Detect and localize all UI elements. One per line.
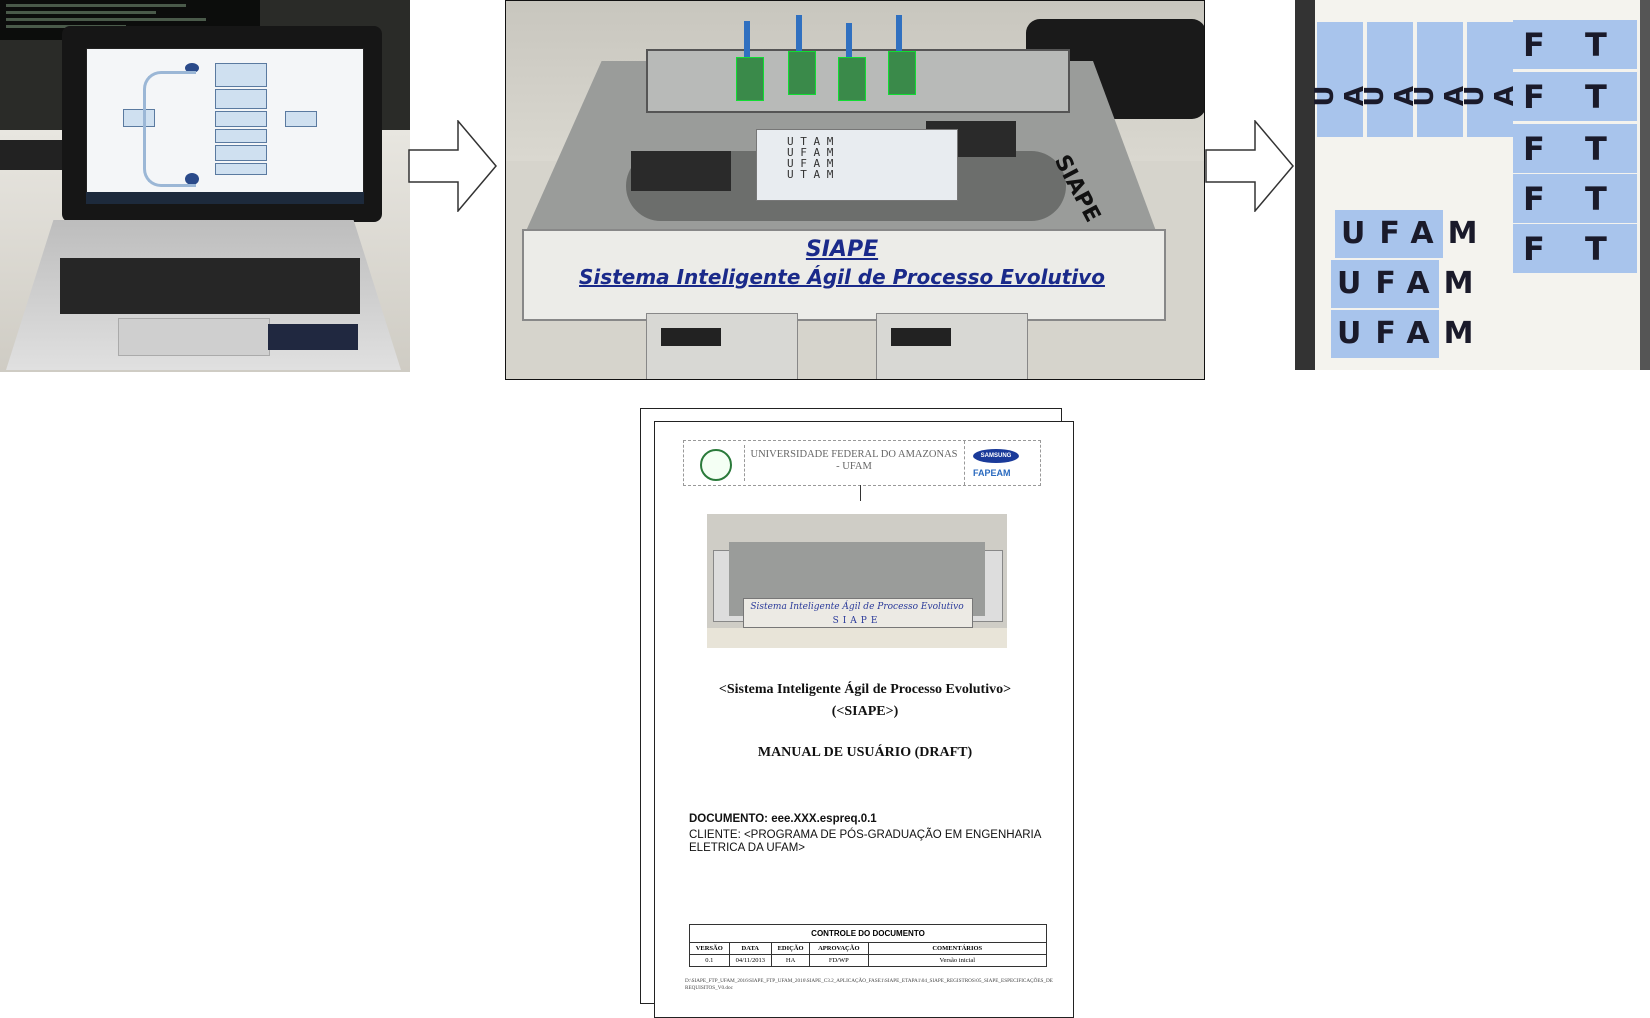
control-cell: HA	[771, 954, 811, 967]
control-cell: 04/11/2013	[728, 954, 773, 967]
photo-caption-2: SIAPE	[832, 616, 882, 626]
document-header: UNIVERSIDADE FEDERAL DO AMAZONAS - UFAM …	[683, 440, 1041, 486]
tile-text: T	[1585, 130, 1607, 168]
ufam-tile: UFAM	[1331, 310, 1473, 358]
sensor-box	[631, 151, 731, 191]
sticker	[268, 324, 358, 350]
ufam-seal-icon	[700, 449, 732, 481]
document-title: <Sistema Inteligente Ágil de Processo Ev…	[718, 682, 1012, 697]
ua-tile: U A	[1360, 22, 1420, 137]
touchpad	[118, 318, 270, 356]
document-client-line2: ELETRICA DA UFAM>	[689, 842, 805, 854]
front-plate	[522, 229, 1166, 321]
tray-row: U F A M	[787, 157, 834, 170]
document-subtitle: (<SIAPE>)	[831, 704, 899, 719]
pneumatic-valve	[788, 51, 816, 95]
tile-text: F	[1523, 180, 1545, 218]
tile-text: T	[1585, 230, 1607, 268]
tile-text: U A	[1460, 85, 1520, 107]
document-file-path: D:\SIAPE_FTP_UFAM_2016\SIAPE_FTP_UFAM_20…	[685, 978, 1053, 991]
tile-text: T	[1585, 26, 1607, 64]
tile-text: F	[1523, 26, 1545, 64]
arrow-right-icon	[408, 120, 497, 212]
tile-text: F	[1523, 130, 1545, 168]
tile-text: T	[1585, 180, 1607, 218]
pneumatic-valve	[736, 57, 764, 101]
laptop-screen	[86, 48, 364, 204]
siape-machine-photo: U T A M U F A M U F A M U T A M SIAPE SI…	[505, 0, 1205, 380]
control-header: COMENTÁRIOS	[867, 942, 1047, 955]
tile-text: F	[1523, 230, 1545, 268]
university-abbrev: - UFAM	[836, 461, 872, 472]
tile-text: T	[1585, 78, 1607, 116]
document-front-page: UNIVERSIDADE FEDERAL DO AMAZONAS - UFAM …	[654, 421, 1074, 1018]
samsung-logo: SAMSUNG	[973, 449, 1019, 463]
tray-row: U T A M	[787, 135, 834, 148]
document-id: DOCUMENTO: eee.XXX.espreq.0.1	[689, 813, 877, 825]
control-cell: 0.1	[689, 954, 730, 967]
photo-caption: Sistema Inteligente Ágil de Processo Evo…	[750, 602, 964, 612]
power-supply	[876, 313, 1028, 379]
arrow-right-icon	[1205, 120, 1294, 212]
power-supply	[646, 313, 798, 379]
ua-tile: U A	[1460, 22, 1520, 137]
pneumatic-valve	[888, 51, 916, 95]
ufam-tile: UFAM	[1335, 210, 1477, 258]
document-photo: Sistema Inteligente Ágil de Processo Evo…	[707, 514, 1007, 648]
ua-tile: U A	[1310, 22, 1370, 137]
control-header: APROVAÇÃO	[809, 942, 869, 955]
document-manual-title: MANUAL DE USUÁRIO (DRAFT)	[757, 745, 973, 760]
control-header: VERSÃO	[689, 942, 730, 955]
fapeam-logo: FAPEAM	[973, 468, 1011, 478]
tray-row: U F A M	[787, 146, 834, 159]
laptop-photo	[0, 0, 410, 372]
letter-tray: U T A M U F A M U F A M U T A M	[756, 129, 958, 201]
taskbar	[86, 192, 364, 204]
control-cell: FD/WP	[809, 954, 869, 967]
plate-subtitle: Sistema Inteligente Ágil de Processo Evo…	[579, 265, 1105, 289]
document-control-table: CONTROLE DO DOCUMENTO VERSÃO DATA EDIÇÃO…	[689, 924, 1047, 967]
university-name: UNIVERSIDADE FEDERAL DO AMAZONAS	[750, 449, 958, 460]
control-cell: Versão inicial	[867, 954, 1047, 967]
control-header: EDIÇÃO	[771, 942, 811, 955]
keyboard	[60, 258, 360, 314]
control-table-title: CONTROLE DO DOCUMENTO	[689, 924, 1047, 943]
document-client-line1: CLIENTE: <PROGRAMA DE PÓS-GRADUAÇÃO EM E…	[689, 829, 1042, 841]
tile-text: F	[1523, 78, 1545, 116]
pneumatic-valve	[838, 57, 866, 101]
tray-row: U T A M	[787, 168, 834, 181]
ufam-tile: UFAM	[1331, 260, 1473, 308]
ua-tile: U A	[1410, 22, 1470, 137]
control-header: DATA	[728, 942, 773, 955]
plate-title: SIAPE	[805, 237, 879, 262]
